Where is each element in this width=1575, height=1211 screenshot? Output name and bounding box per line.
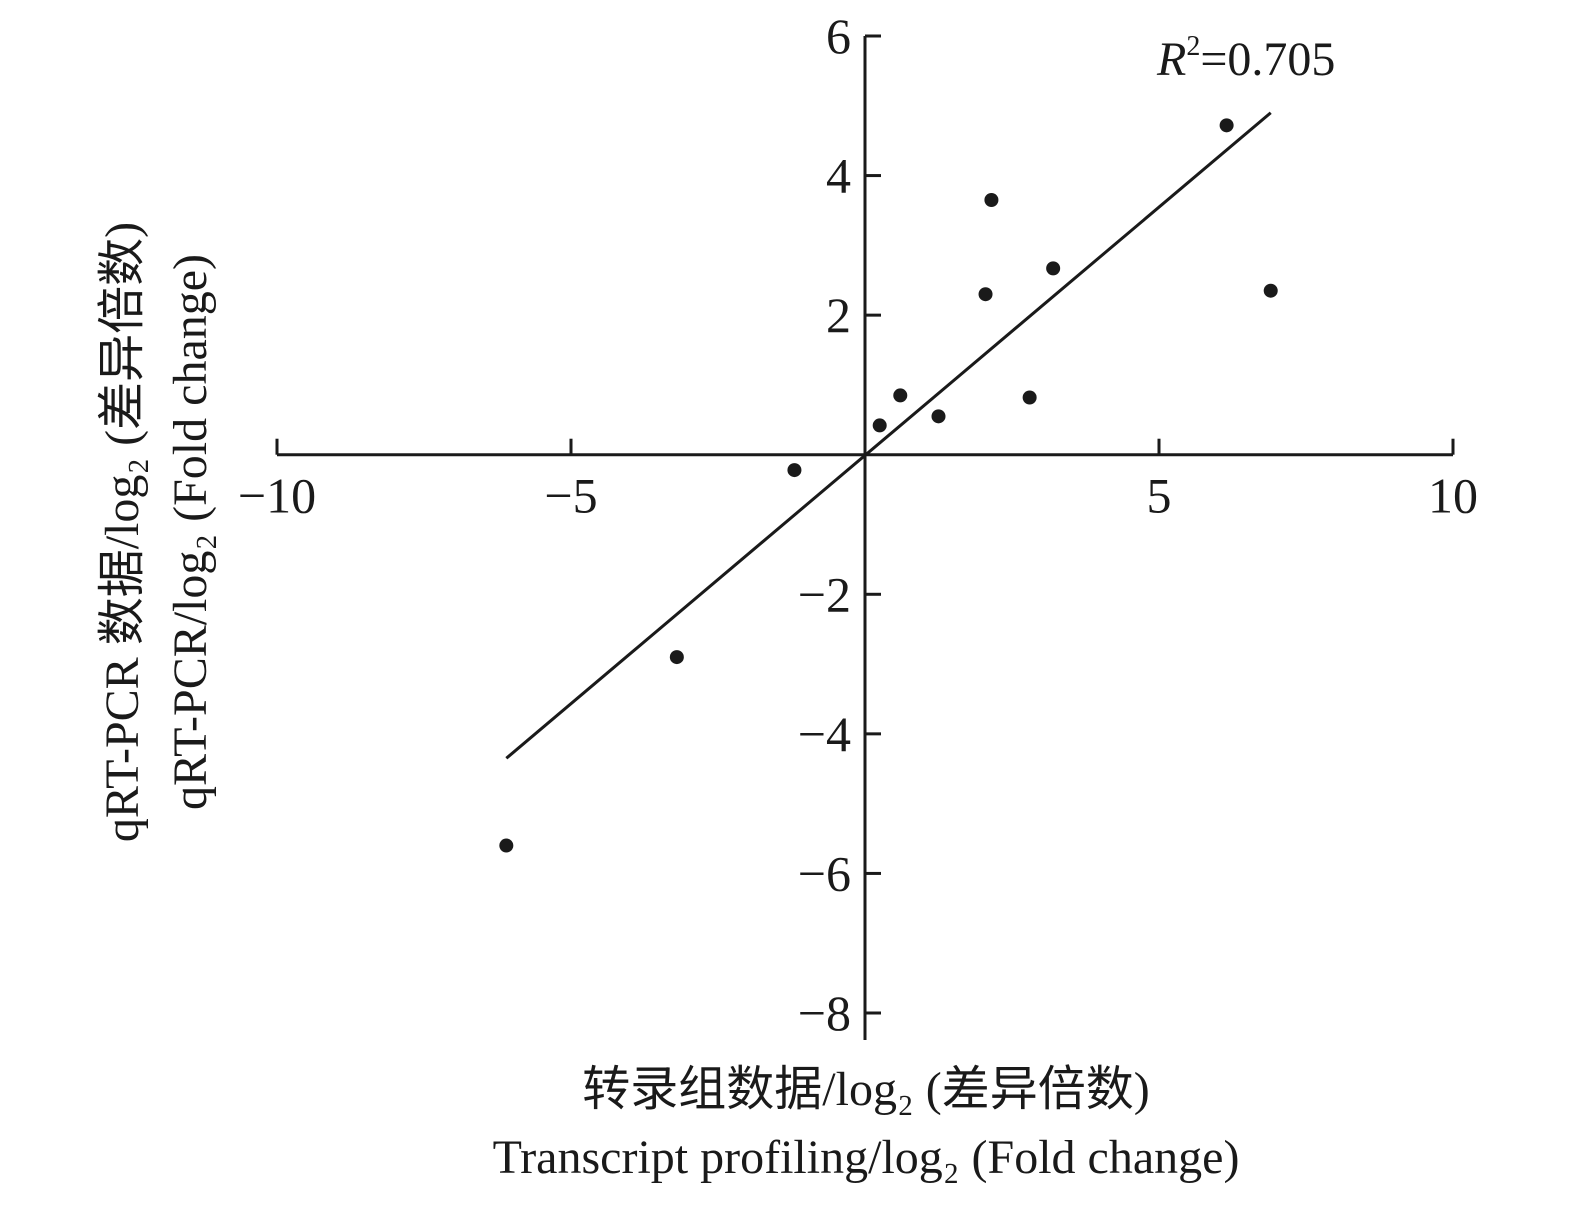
data-point — [787, 463, 802, 478]
y-tick-label: −6 — [798, 845, 851, 901]
data-point — [1219, 118, 1234, 133]
y-axis-title-en: qRT-PCR/log₂ (Fold change) — [164, 254, 217, 810]
y-axis-title-cn: qRT-PCR 数据/log₂ (差异倍数) — [96, 222, 149, 842]
data-point — [669, 650, 684, 665]
x-tick-label: 5 — [1147, 468, 1172, 524]
y-tick-label: 2 — [826, 287, 851, 343]
y-tick-label: −2 — [798, 566, 851, 622]
data-point — [872, 418, 887, 433]
data-point — [1046, 261, 1061, 276]
x-tick-label: 10 — [1428, 468, 1478, 524]
y-tick-label: −4 — [798, 706, 851, 762]
fit-line-group — [505, 111, 1272, 760]
data-points — [499, 118, 1278, 853]
x-axis-title-en: Transcript profiling/log₂ (Fold change) — [493, 1131, 1240, 1184]
x-axis-title-cn: 转录组数据/log₂ (差异倍数) — [582, 1063, 1149, 1116]
axes — [277, 36, 1453, 1040]
data-point — [499, 838, 514, 853]
data-point — [1263, 283, 1278, 298]
x-tick-label: −5 — [544, 468, 597, 524]
y-tick-label: 4 — [826, 148, 851, 204]
data-point — [984, 192, 999, 207]
regression-line — [505, 111, 1272, 760]
y-tick-label: −8 — [798, 985, 851, 1041]
data-point — [931, 409, 946, 424]
ticks: −10 −5 5 10 6 4 2 −2 −4 −6 −8 — [238, 8, 1478, 1041]
data-point — [893, 388, 908, 403]
data-point — [1022, 390, 1037, 405]
y-tick-label: 6 — [826, 8, 851, 64]
r2-label: R2=0.705 — [1156, 31, 1335, 86]
x-tick-label: −10 — [238, 468, 316, 524]
data-point — [978, 287, 993, 302]
